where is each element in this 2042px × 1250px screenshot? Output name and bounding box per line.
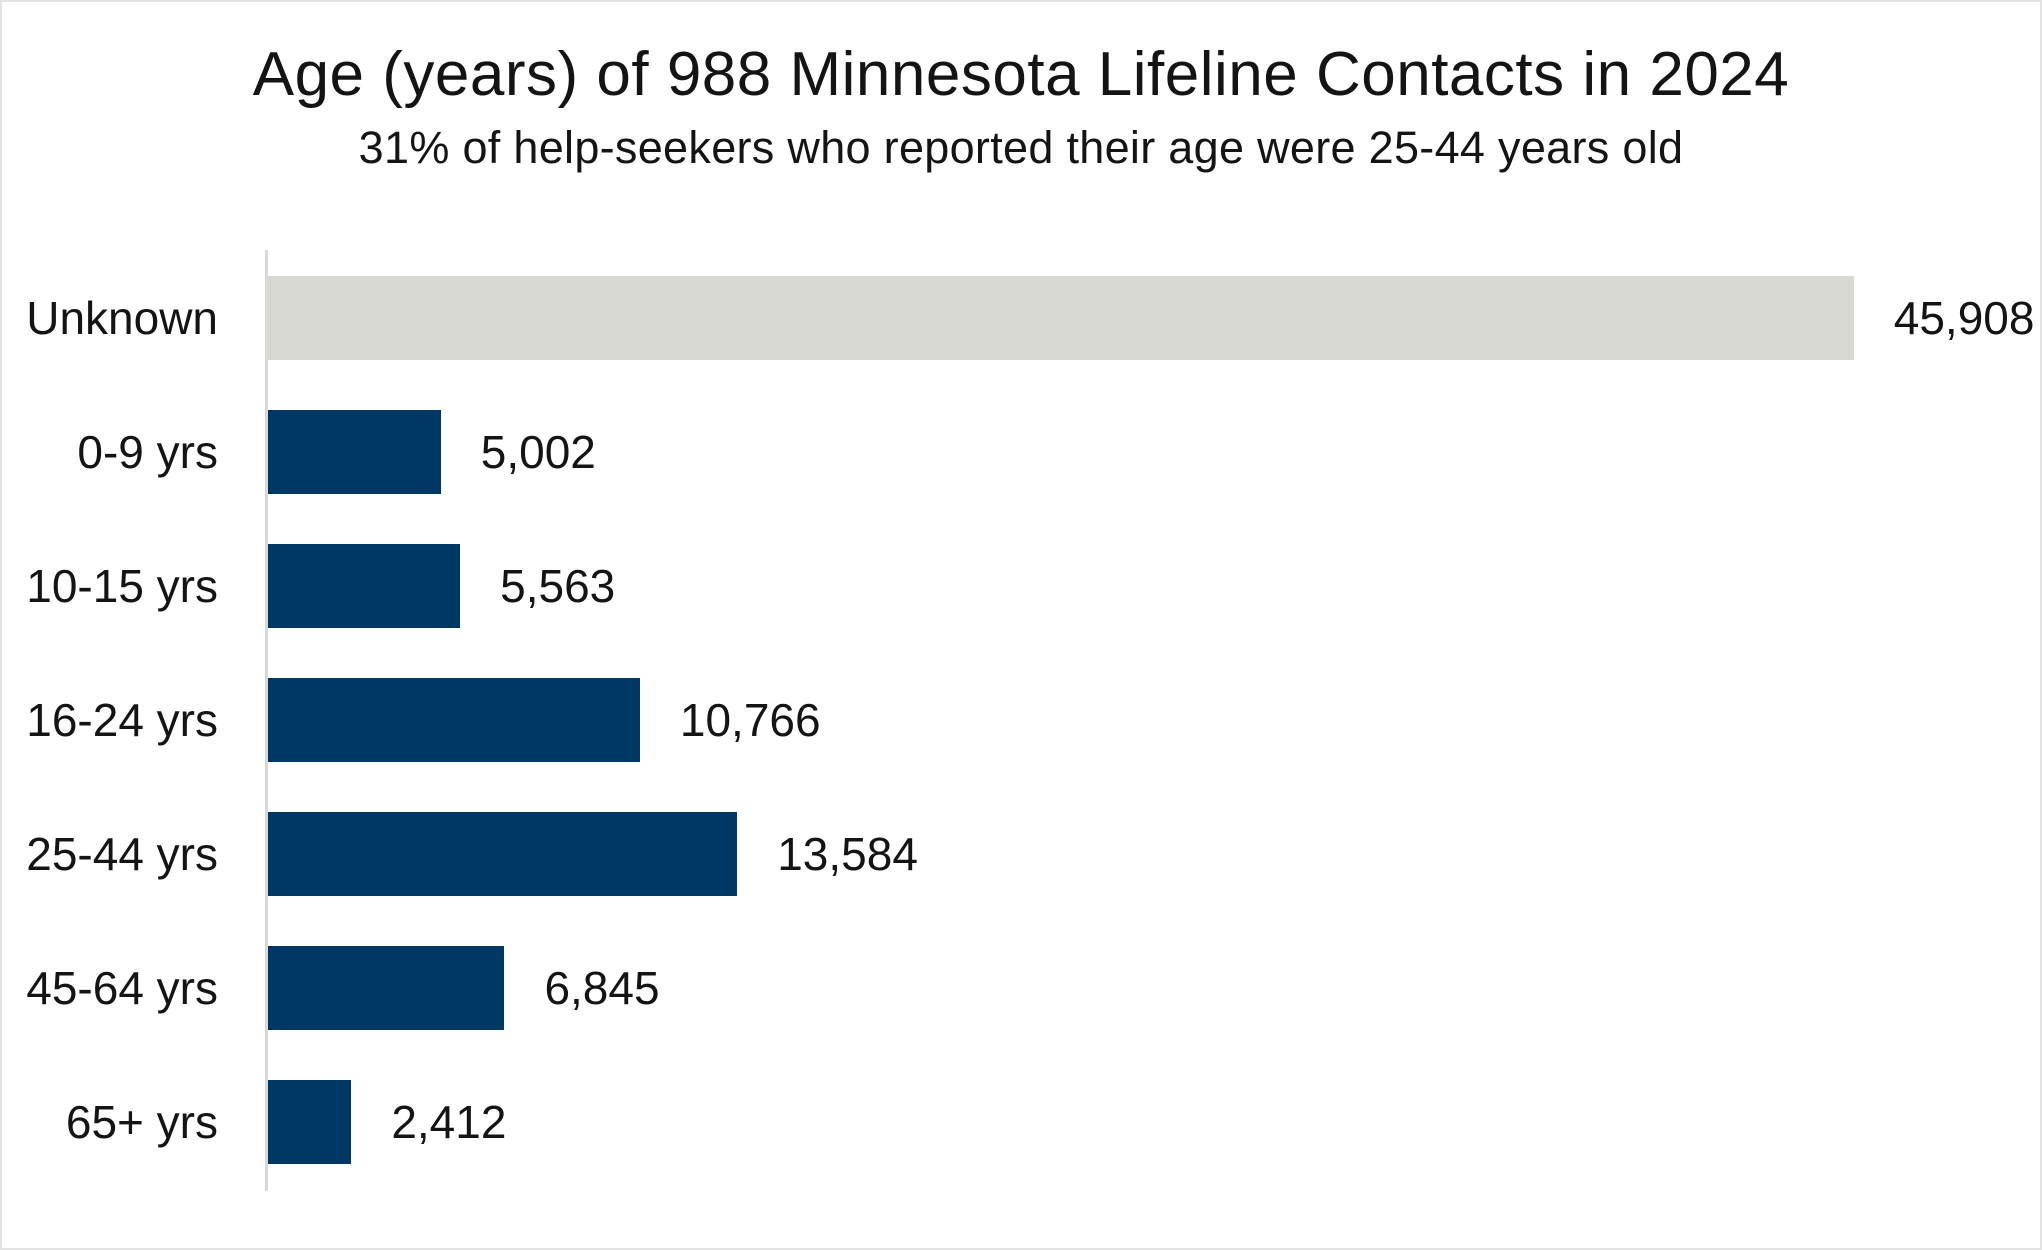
bar-track: 13,584: [268, 811, 2040, 896]
category-label: 25-44 yrs: [26, 827, 218, 880]
category-label: 10-15 yrs: [26, 559, 218, 612]
bar: [268, 409, 441, 494]
bar-track: 45,908: [268, 275, 2040, 360]
bar-value-label: 13,584: [777, 827, 918, 880]
bar-rows: Unknown 45,908 0-9 yrs 5,002 10-15 yrs 5…: [2, 250, 2040, 1189]
bar-track: 6,845: [268, 945, 2040, 1030]
bar: [268, 677, 640, 762]
category-label: Unknown: [26, 291, 218, 344]
bar-row: 45-64 yrs 6,845: [2, 945, 2040, 1030]
bar: [268, 811, 738, 896]
bar: [268, 275, 1854, 360]
category-label: 16-24 yrs: [26, 693, 218, 746]
bar-row: 25-44 yrs 13,584: [2, 811, 2040, 896]
bar-row: 0-9 yrs 5,002: [2, 409, 2040, 494]
bar: [268, 945, 505, 1030]
y-axis-line: [265, 249, 268, 1191]
page-title: Age (years) of 988 Minnesota Lifeline Co…: [252, 40, 1790, 109]
bar-row: Unknown 45,908: [2, 275, 2040, 360]
bar-value-label: 45,908: [1893, 291, 2035, 344]
bar-track: 5,002: [268, 409, 2040, 494]
category-label: 0-9 yrs: [77, 425, 218, 478]
bar-value-label: 6,845: [544, 961, 660, 1014]
bar-value-label: 5,002: [480, 425, 596, 478]
bar-value-label: 10,766: [679, 693, 821, 746]
page-subtitle: 31% of help-seekers who reported their a…: [358, 121, 1684, 173]
category-label: 45-64 yrs: [26, 961, 218, 1014]
category-label: 65+ yrs: [65, 1095, 218, 1148]
bar: [268, 543, 461, 628]
bar-row: 10-15 yrs 5,563: [2, 543, 2040, 628]
bar: [268, 1079, 352, 1164]
bar-row: 65+ yrs 2,412: [2, 1079, 2040, 1164]
bar-track: 10,766: [268, 677, 2040, 762]
bar-track: 2,412: [268, 1079, 2040, 1164]
bar-track: 5,563: [268, 543, 2040, 628]
bar-chart: Unknown 45,908 0-9 yrs 5,002 10-15 yrs 5…: [2, 249, 2040, 1191]
bar-value-label: 2,412: [391, 1095, 507, 1148]
bar-value-label: 5,563: [500, 559, 616, 612]
bar-row: 16-24 yrs 10,766: [2, 677, 2040, 762]
